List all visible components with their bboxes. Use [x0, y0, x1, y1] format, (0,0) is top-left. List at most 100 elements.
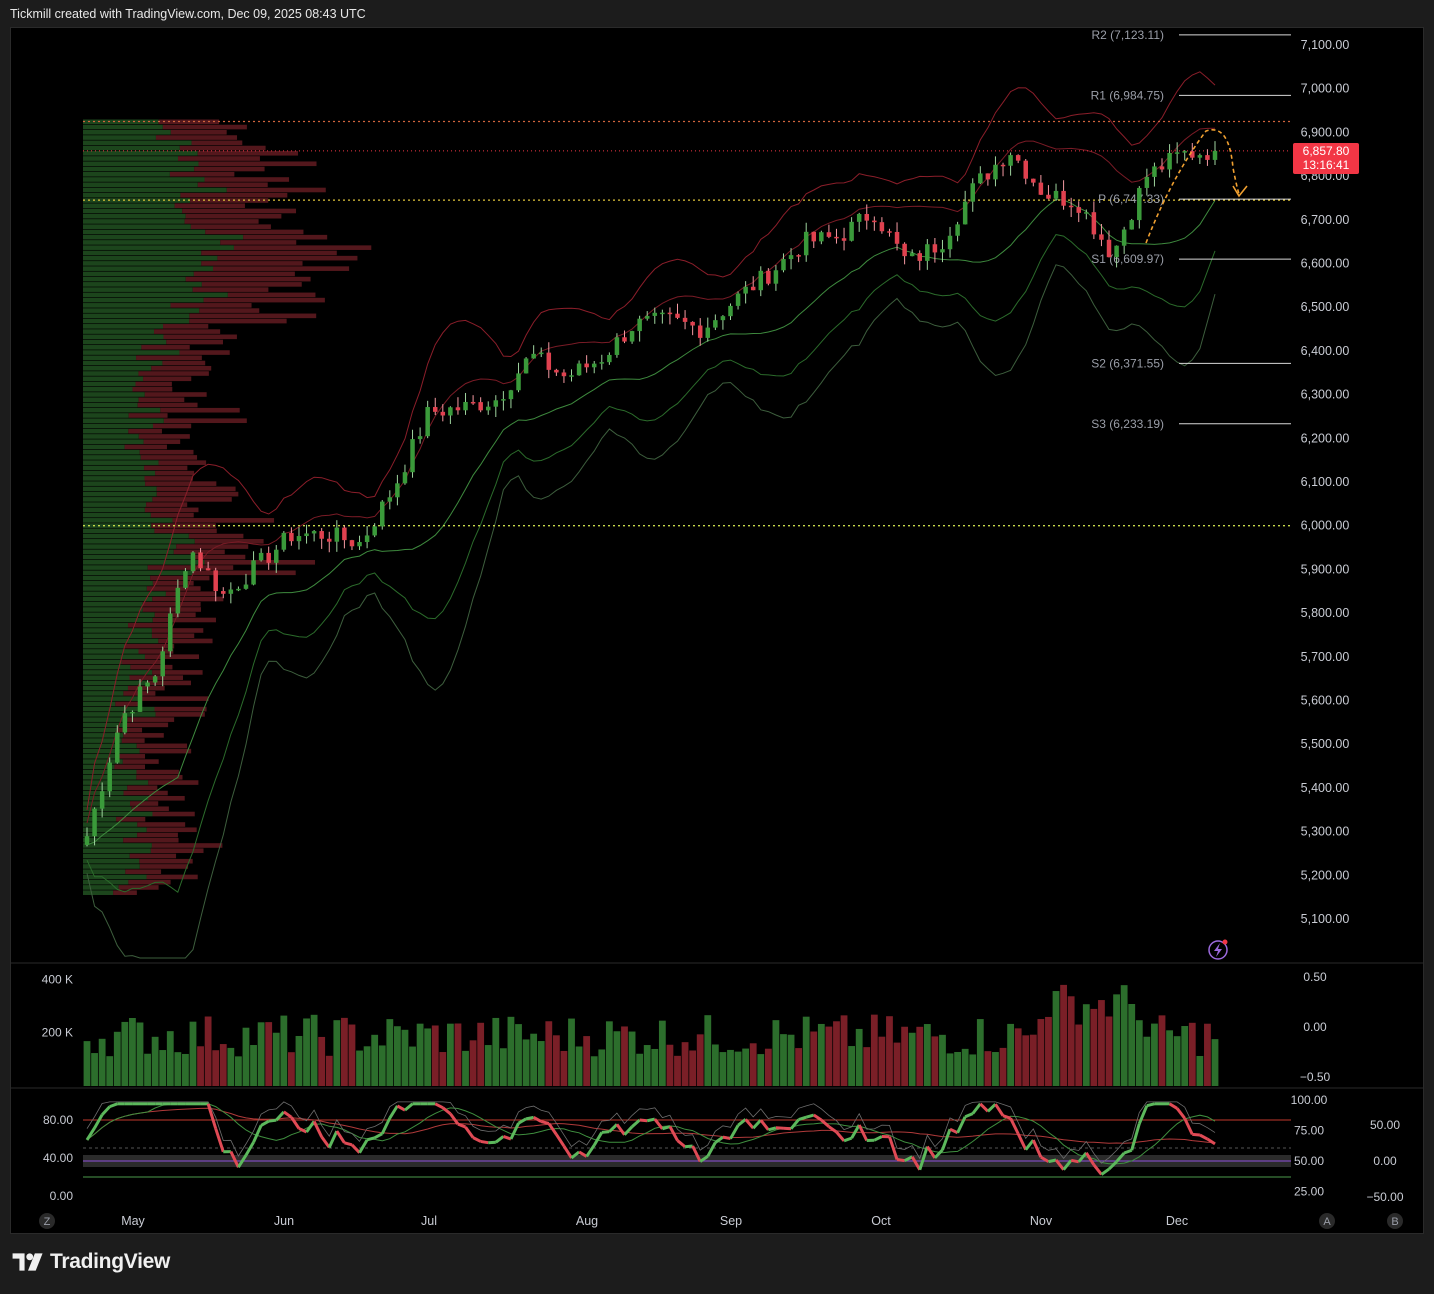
candle-body	[614, 337, 620, 355]
oscillator-rsi-segment	[661, 1125, 671, 1131]
candle-body	[213, 570, 218, 592]
chart-frame[interactable]: R2 (7,123.11) R1 (6,984.75) P (6,747.33) S1…	[10, 27, 1424, 1234]
price-tick-label: 6,900.00	[1301, 125, 1350, 139]
volume-profile-sell	[127, 785, 158, 791]
volume-profile-sell	[147, 680, 192, 686]
volume-profile-sell	[204, 560, 316, 565]
volume-bar	[439, 1052, 447, 1086]
candle-body	[160, 651, 165, 677]
volume-profile-buy	[83, 617, 153, 623]
volume-profile-buy	[83, 476, 145, 481]
volume-profile-sell	[155, 135, 238, 140]
candle-body	[629, 331, 635, 342]
volume-profile-buy	[83, 497, 153, 502]
log-scale-button[interactable]: B	[1387, 1213, 1403, 1229]
volume-profile-sell	[127, 685, 165, 691]
volume-bar	[288, 1052, 295, 1086]
volume-profile-sell	[152, 423, 192, 429]
candle-body	[766, 270, 771, 284]
volume-profile-buy	[83, 827, 147, 833]
volume-bar	[530, 1033, 538, 1086]
volume-bar	[1007, 1023, 1014, 1086]
oscillator-rsi-segment	[933, 1148, 944, 1159]
volume-bar	[1090, 1008, 1098, 1086]
reference-levels	[83, 120, 1291, 527]
volume-bar	[257, 1022, 265, 1086]
candle-body	[697, 325, 703, 338]
oscillator-rsi-segment	[798, 1115, 807, 1122]
candle-body	[978, 173, 983, 184]
candle-body	[115, 732, 120, 763]
oscillator-rsi-segment	[517, 1117, 527, 1125]
oscillator-rsi-segment	[1048, 1158, 1057, 1164]
candle-body	[379, 501, 385, 527]
volume-profile-buy	[83, 748, 140, 754]
tradingview-logo[interactable]: TradingView	[12, 1250, 170, 1274]
volume-profile-sell	[146, 827, 197, 833]
volume-profile-buy	[83, 486, 157, 492]
auto-scale-button[interactable]: A	[1319, 1213, 1335, 1229]
candles	[84, 141, 1218, 847]
volume-profile-buy	[83, 329, 155, 334]
volume-bar	[1158, 1015, 1166, 1086]
timezone-button[interactable]: Z	[39, 1213, 55, 1229]
volume-profile-sell	[117, 727, 143, 733]
volume-bar	[340, 1017, 348, 1086]
candle-body	[1159, 166, 1165, 170]
volume-bar	[333, 1020, 341, 1086]
oscillator-rsi-segment	[229, 1150, 240, 1168]
oscillator-rsi-segment	[653, 1118, 664, 1130]
candle-body	[773, 270, 779, 284]
volume-profile-buy	[83, 507, 145, 513]
volume-profile-buy	[83, 743, 137, 749]
volume-bar	[280, 1015, 288, 1086]
candle-body	[410, 439, 415, 473]
volume-profile-buy	[83, 523, 152, 528]
volume-profile-buy	[83, 612, 155, 618]
lightning-icon[interactable]	[1208, 939, 1228, 960]
candle-body	[357, 542, 362, 547]
volume-profile-sell	[197, 182, 268, 188]
volume-profile-sell	[142, 601, 201, 607]
volume-profile-sell	[141, 345, 190, 350]
candle-body	[538, 352, 544, 355]
volume-bar	[204, 1016, 212, 1086]
oscillator-rsi-segment	[312, 1120, 324, 1138]
volume-profile-sell	[203, 297, 325, 303]
volume-bar	[802, 1016, 810, 1086]
candle-body	[387, 497, 393, 502]
volume-profile-buy	[83, 397, 139, 403]
volume-profile-buy	[83, 622, 129, 628]
candle-body	[902, 243, 907, 257]
oscillator-rsi-segment	[888, 1136, 899, 1160]
volume-bar	[727, 1049, 734, 1086]
volume-profile-sell	[156, 486, 236, 492]
volume-profile-sell	[166, 339, 223, 345]
volume-profile-sell	[154, 528, 217, 534]
oscillator-rsi-segment	[464, 1126, 475, 1139]
oscillator-rsi-segment	[547, 1122, 558, 1136]
volume-profile-buy	[83, 528, 155, 534]
volume-bar	[235, 1056, 242, 1086]
volume-profile-buy	[83, 119, 159, 125]
volume-profile-buy	[83, 124, 163, 130]
pivot-label: S3 (6,233.19)	[1091, 417, 1164, 431]
oscillator-rsi-segment	[699, 1155, 709, 1163]
volume-profile-sell	[138, 434, 190, 439]
volume-bar	[462, 1050, 469, 1086]
oscillator-rsi-segment	[562, 1145, 573, 1159]
oscillator-mid-tick: 100.00	[1291, 1093, 1328, 1107]
price-chart[interactable]: R2 (7,123.11) R1 (6,984.75) P (6,747.33) S1…	[11, 28, 1423, 1233]
oscillator-rsi-segment	[101, 1105, 111, 1116]
volume-profile-buy	[83, 848, 151, 854]
volume-bar	[1128, 1004, 1136, 1086]
volume-profile-buy	[83, 717, 128, 722]
oscillator-rsi-segment	[979, 1102, 989, 1113]
volume-bar	[325, 1055, 333, 1086]
volume-profile-sell	[156, 491, 239, 497]
volume-profile	[83, 119, 372, 895]
oscillator-rsi-segment	[820, 1118, 830, 1128]
time-axis-month: Aug	[576, 1214, 598, 1228]
candle-body	[205, 568, 211, 571]
candle-body	[1144, 176, 1150, 188]
